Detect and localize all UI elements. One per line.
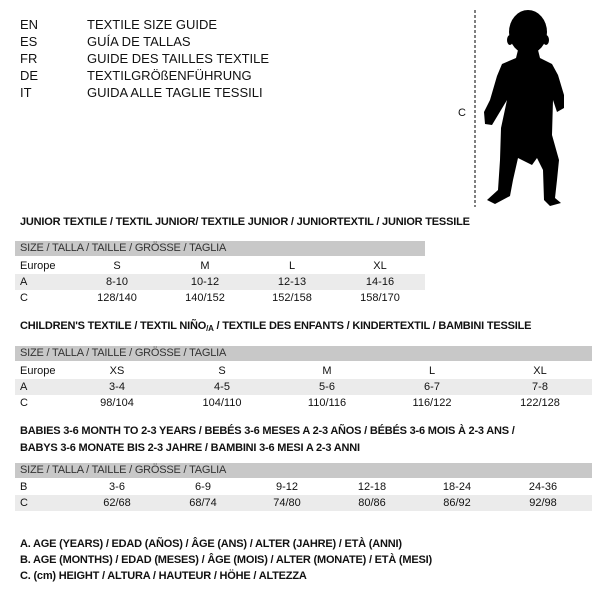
table-cell: 6-9 — [195, 481, 211, 493]
lang-title: GUIDA ALLE TAGLIE TESSILI — [87, 85, 263, 100]
table-cell: 6-7 — [424, 381, 440, 393]
table-row: C 98/104 104/110 110/116 116/122 122/128 — [15, 395, 592, 411]
table-cell: 116/122 — [412, 397, 452, 409]
row-label: C — [20, 292, 28, 304]
table-cell: 24-36 — [528, 481, 558, 493]
lang-code: EN — [20, 17, 39, 32]
table-cell: 3-4 — [109, 381, 125, 393]
junior-section-title: JUNIOR TEXTILE / TEXTIL JUNIOR/ TEXTILE … — [20, 216, 470, 228]
table-header: SIZE / TALLA / TAILLE / GRÖSSE / TAGLIA — [15, 241, 425, 256]
table-cell: XS — [109, 365, 125, 377]
table-cell: XL — [533, 365, 547, 377]
table-cell: M — [200, 260, 210, 272]
table-cell: L — [428, 365, 436, 377]
table-cell: 4-5 — [214, 381, 230, 393]
table-cell: S — [113, 260, 121, 272]
row-label: C — [20, 497, 28, 509]
lang-title: GUIDE DES TAILLES TEXTILE — [87, 51, 270, 66]
lang-code: FR — [20, 51, 38, 66]
row-label: B — [20, 481, 28, 493]
junior-size-table: SIZE / TALLA / TAILLE / GRÖSSE / TAGLIA … — [15, 241, 425, 306]
table-cell: 9-12 — [275, 481, 299, 493]
table-cell: 92/98 — [529, 497, 557, 509]
lang-code: DE — [20, 68, 39, 83]
table-cell: 110/116 — [307, 397, 347, 409]
table-row: Europe XS S M L XL — [15, 363, 592, 379]
table-cell: 18-24 — [442, 481, 472, 493]
table-cell: 5-6 — [319, 381, 335, 393]
babies-section-title-line1: BABIES 3-6 MONTH TO 2-3 YEARS / BEBÉS 3-… — [20, 425, 515, 437]
table-row: A 3-4 4-5 5-6 6-7 7-8 — [15, 379, 592, 395]
table-cell: 10-12 — [190, 276, 220, 288]
table-row: C 62/68 68/74 74/80 80/86 86/92 92/98 — [15, 495, 592, 511]
table-cell: 7-8 — [532, 381, 548, 393]
table-row: Europe S M L XL — [15, 258, 425, 274]
table-header: SIZE / TALLA / TAILLE / GRÖSSE / TAGLIA — [15, 346, 592, 361]
table-cell: 152/158 — [272, 292, 312, 304]
babies-section-title-line2: BABYS 3-6 MONATE BIS 2-3 JAHRE / BAMBINI… — [20, 442, 360, 454]
title-subscript: /A — [206, 324, 214, 333]
table-cell: 122/128 — [520, 397, 560, 409]
lang-code: IT — [20, 85, 32, 100]
table-cell: L — [288, 260, 296, 272]
table-cell: XL — [373, 260, 387, 272]
title-part: / TEXTILE DES ENFANTS / KINDERTEXTIL / B… — [213, 320, 532, 332]
table-cell: 80/86 — [358, 497, 386, 509]
legend-c: C. (cm) HEIGHT / ALTURA / HAUTEUR / HÖHE… — [20, 570, 307, 582]
legend-a: A. AGE (YEARS) / EDAD (AÑOS) / ÂGE (ANS)… — [20, 538, 402, 550]
child-silhouette-icon — [474, 10, 564, 207]
lang-title: TEXTILE SIZE GUIDE — [87, 17, 218, 32]
table-cell: 128/140 — [97, 292, 137, 304]
table-cell: 140/152 — [185, 292, 225, 304]
table-cell: M — [322, 365, 332, 377]
table-cell: 3-6 — [109, 481, 125, 493]
children-size-table: SIZE / TALLA / TAILLE / GRÖSSE / TAGLIA … — [15, 346, 592, 411]
table-cell: 68/74 — [189, 497, 217, 509]
table-header: SIZE / TALLA / TAILLE / GRÖSSE / TAGLIA — [15, 463, 592, 478]
table-cell: 12-13 — [277, 276, 307, 288]
table-cell: 8-10 — [105, 276, 129, 288]
legend-b: B. AGE (MONTHS) / EDAD (MESES) / ÂGE (MO… — [20, 554, 432, 566]
table-row: C 128/140 140/152 152/158 158/170 — [15, 290, 425, 306]
table-row: B 3-6 6-9 9-12 12-18 18-24 24-36 — [15, 479, 592, 495]
row-label: Europe — [20, 365, 56, 377]
children-section-title: CHILDREN'S TEXTILE / TEXTIL NIÑO/A / TEX… — [20, 320, 532, 333]
table-cell: 12-18 — [357, 481, 387, 493]
table-cell: 158/170 — [360, 292, 400, 304]
table-cell: 14-16 — [365, 276, 395, 288]
table-cell: 104/110 — [202, 397, 242, 409]
table-cell: 98/104 — [100, 397, 134, 409]
height-measure-label: C — [458, 107, 466, 119]
table-row: A 8-10 10-12 12-13 14-16 — [15, 274, 425, 290]
babies-size-table: SIZE / TALLA / TAILLE / GRÖSSE / TAGLIA … — [15, 463, 592, 511]
lang-code: ES — [20, 34, 38, 49]
table-cell: S — [218, 365, 226, 377]
table-cell: 86/92 — [443, 497, 471, 509]
title-part: CHILDREN'S TEXTILE / TEXTIL NIÑO — [20, 320, 207, 332]
lang-title: GUÍA DE TALLAS — [87, 34, 191, 49]
table-cell: 62/68 — [103, 497, 131, 509]
row-label: A — [20, 381, 28, 393]
lang-title: TEXTILGRÖßENFÜHRUNG — [87, 68, 252, 83]
row-label: Europe — [20, 260, 56, 272]
row-label: C — [20, 397, 28, 409]
table-cell: 74/80 — [273, 497, 301, 509]
row-label: A — [20, 276, 28, 288]
